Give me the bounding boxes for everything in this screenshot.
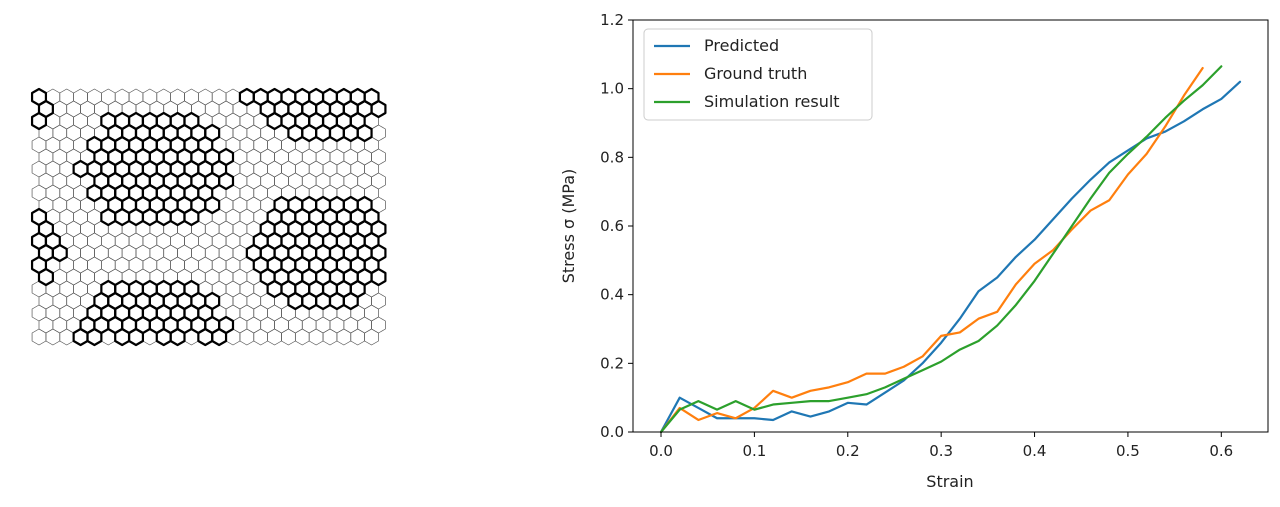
bold-cells	[30, 87, 387, 347]
bold-hex-cell	[169, 207, 186, 227]
y-tick-label: 0.8	[600, 148, 624, 166]
x-tick-label: 0.3	[929, 442, 953, 460]
legend-label-predicted: Predicted	[704, 36, 779, 55]
bold-hex-cell	[370, 267, 387, 287]
bold-hex-cell	[86, 183, 103, 203]
bold-hex-cell	[72, 327, 89, 347]
honeycomb-lattice	[30, 87, 387, 347]
bold-hex-cell	[342, 291, 359, 311]
x-axis: 0.0 0.1 0.2 0.3 0.4 0.5 0.6	[649, 432, 1233, 460]
bold-hex-cell	[266, 111, 283, 131]
hex-cell	[31, 328, 47, 346]
bold-hex-cell	[315, 291, 332, 311]
bold-hex-cell	[86, 327, 103, 347]
bold-hex-cell	[127, 207, 145, 227]
hex-cell	[267, 328, 282, 346]
hex-cell	[364, 328, 379, 346]
stress-strain-chart: 0.0 0.1 0.2 0.3 0.4 0.5 0.6 0.0 0.2 0.4 0.6 0.8 1.0…	[559, 11, 1269, 491]
bold-hex-cell	[370, 99, 387, 119]
legend-label-simulation-result: Simulation result	[704, 92, 840, 111]
bold-hex-cell	[114, 327, 131, 347]
bold-hex-cell	[183, 207, 200, 227]
bold-hex-cell	[72, 159, 89, 179]
y-axis: 0.0 0.2 0.4 0.6 0.8 1.0 1.2	[600, 11, 633, 441]
bold-hex-cell	[287, 123, 304, 143]
y-tick-label: 0.2	[600, 354, 624, 372]
y-tick-label: 0.4	[600, 286, 624, 304]
stress-strain-chart-panel: 0.0 0.1 0.2 0.3 0.4 0.5 0.6 0.0 0.2 0.4 0.6 0.8 1.0…	[520, 0, 1280, 503]
hex-cell	[322, 328, 338, 346]
bold-hex-cell	[328, 123, 345, 143]
hex-cell	[45, 328, 61, 346]
bold-hex-cell	[218, 171, 235, 191]
hex-cell	[239, 328, 255, 346]
bold-hex-cell	[315, 123, 332, 143]
bold-hex-cell	[356, 123, 373, 143]
bold-hex-cell	[51, 243, 68, 263]
bold-hex-cell	[287, 291, 304, 311]
thin-cells	[31, 88, 386, 346]
honeycomb-lattice-panel	[0, 0, 520, 503]
bold-hex-cell	[30, 111, 48, 131]
bold-hex-cell	[301, 291, 318, 311]
bold-hex-cell	[238, 87, 255, 107]
bold-hex-cell	[127, 327, 145, 347]
bold-hex-cell	[301, 123, 318, 143]
legend-box	[643, 28, 873, 121]
bold-hex-cell	[328, 291, 345, 311]
bold-hex-cell	[211, 327, 228, 347]
x-tick-label: 0.0	[649, 442, 673, 460]
y-tick-label: 1.2	[600, 11, 624, 29]
bold-hex-cell	[141, 207, 158, 227]
bold-hex-cell	[342, 123, 359, 143]
y-tick-label: 0.0	[600, 423, 624, 441]
x-tick-label: 0.4	[1023, 442, 1047, 460]
y-axis-label: Stress σ (MPa)	[559, 169, 578, 284]
hex-cell	[294, 328, 310, 346]
hex-cell	[336, 328, 352, 346]
simulation-result-series-line	[659, 65, 1223, 434]
x-tick-label: 0.2	[836, 442, 860, 460]
bold-hex-cell	[100, 207, 117, 227]
x-tick-label: 0.5	[1116, 442, 1140, 460]
x-tick-label: 0.1	[742, 442, 766, 460]
bold-hex-cell	[204, 195, 221, 215]
hex-cell	[281, 328, 296, 346]
ground-truth-series-line	[659, 66, 1204, 434]
x-axis-label: Strain	[926, 472, 973, 491]
hex-cell	[253, 328, 268, 346]
bold-hex-cell	[197, 327, 214, 347]
hex-cell	[308, 328, 324, 346]
legend-label-ground-truth: Ground truth	[704, 64, 807, 83]
bold-hex-cell	[266, 279, 283, 299]
hex-cell	[350, 328, 365, 346]
bold-hex-cell	[155, 207, 172, 227]
hex-cell	[59, 328, 74, 346]
bold-hex-cell	[155, 327, 172, 347]
legend: Predicted Ground truth Simulation result	[643, 28, 873, 121]
bold-hex-cell	[37, 267, 54, 287]
y-tick-label: 0.6	[600, 217, 624, 235]
bold-hex-cell	[169, 327, 186, 347]
y-tick-label: 1.0	[600, 80, 624, 98]
bold-hex-cell	[114, 207, 131, 227]
x-tick-label: 0.6	[1209, 442, 1233, 460]
predicted-series-line	[659, 80, 1242, 434]
